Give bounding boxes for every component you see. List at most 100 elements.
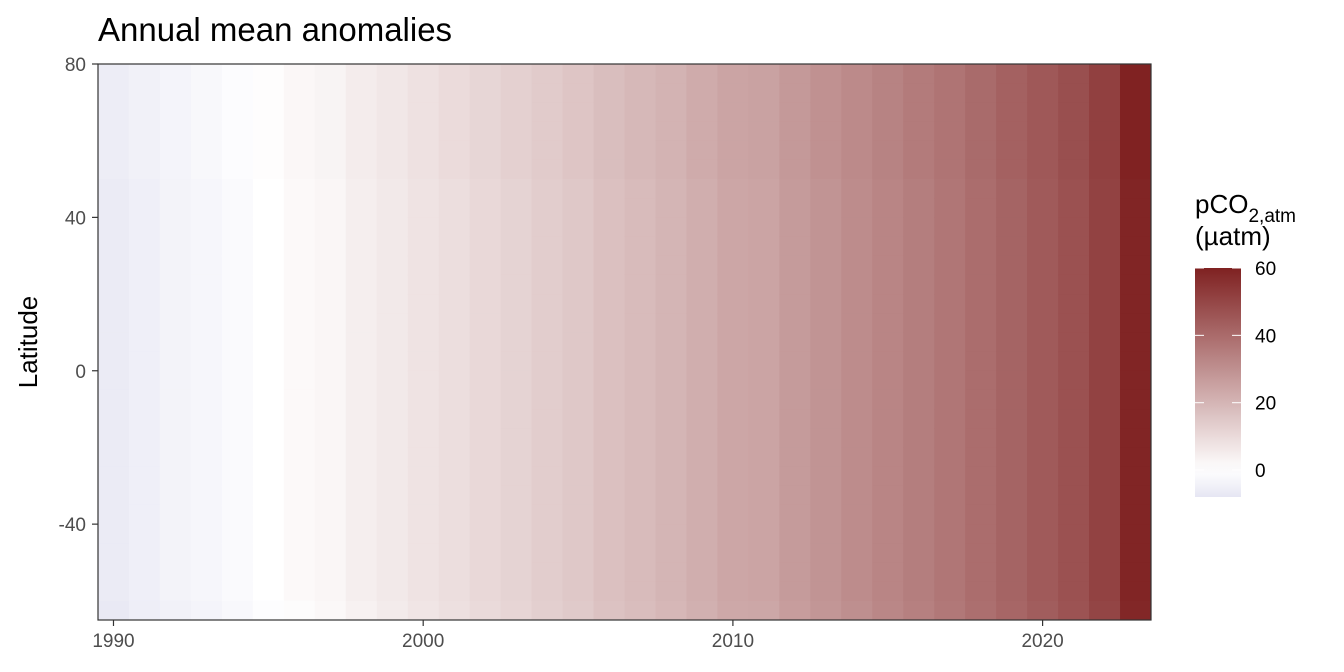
heatmap-tile: [283, 64, 316, 84]
heatmap-tile: [283, 255, 316, 276]
heatmap-tile: [934, 485, 966, 506]
heatmap-tile: [965, 409, 997, 429]
heatmap-tile: [1089, 504, 1121, 525]
heatmap-tile: [438, 64, 471, 84]
heatmap-tile: [996, 543, 1028, 563]
heatmap-tile: [934, 389, 966, 410]
heatmap-tile: [500, 159, 533, 180]
heatmap-tile: [1120, 102, 1152, 123]
heatmap-tile: [283, 83, 316, 103]
heatmap-tile: [624, 504, 656, 525]
heatmap-tile: [686, 236, 718, 257]
heatmap-tile: [252, 466, 285, 487]
heatmap-tile: [562, 370, 595, 391]
heatmap-tile: [438, 581, 471, 602]
heatmap-tile: [190, 332, 223, 353]
heatmap-tile: [903, 504, 935, 525]
heatmap-tile: [810, 83, 842, 103]
heatmap-tile: [624, 198, 656, 218]
heatmap-tile: [655, 179, 687, 199]
heatmap-tile: [1089, 370, 1121, 391]
heatmap-tile: [1089, 447, 1121, 468]
heatmap-tile: [376, 466, 409, 487]
heatmap-tile: [221, 389, 254, 410]
heatmap-tile: [841, 294, 873, 314]
heatmap-tile: [934, 83, 966, 103]
heatmap-tile: [841, 581, 873, 602]
heatmap-tile: [562, 217, 595, 238]
heatmap-tile: [128, 236, 161, 257]
heatmap-tile: [469, 198, 502, 218]
heatmap-tile: [1089, 236, 1121, 257]
heatmap-tile: [903, 274, 935, 295]
heatmap-tile: [965, 504, 997, 525]
heatmap-tile: [624, 600, 656, 621]
heatmap-tile: [252, 198, 285, 218]
chart-title: Annual mean anomalies: [98, 11, 452, 48]
heatmap-tile: [407, 64, 440, 84]
heatmap-tile: [934, 370, 966, 391]
heatmap-tile: [376, 121, 409, 142]
heatmap-tile: [438, 485, 471, 506]
heatmap-tile: [872, 504, 904, 525]
heatmap-tile: [562, 64, 595, 84]
heatmap-tile: [159, 274, 192, 295]
heatmap-tile: [159, 389, 192, 410]
heatmap-tile: [1089, 313, 1121, 333]
heatmap-tile: [903, 543, 935, 563]
heatmap-tile: [996, 581, 1028, 602]
heatmap-tile: [252, 524, 285, 544]
heatmap-tile: [407, 370, 440, 391]
heatmap-tile: [221, 217, 254, 238]
heatmap-tile: [903, 562, 935, 583]
heatmap-tile: [438, 600, 471, 621]
heatmap-tile: [283, 236, 316, 257]
heatmap-tile: [1089, 83, 1121, 103]
heatmap-tile: [841, 64, 873, 84]
heatmap-tile: [1089, 351, 1121, 372]
heatmap-tile: [779, 504, 811, 525]
heatmap-tile: [686, 389, 718, 410]
heatmap-tile: [872, 255, 904, 276]
heatmap-tile: [345, 409, 378, 429]
heatmap-tile: [1058, 485, 1090, 506]
heatmap-tile: [159, 447, 192, 468]
heatmap-tile: [314, 236, 347, 257]
heatmap-tile: [531, 504, 564, 525]
heatmap-tile: [314, 217, 347, 238]
heatmap-tile: [190, 600, 223, 621]
heatmap-tile: [407, 102, 440, 123]
heatmap-tile: [903, 217, 935, 238]
heatmap-tile: [810, 466, 842, 487]
heatmap-tile: [593, 447, 625, 468]
heatmap-tile: [934, 179, 966, 199]
heatmap-tile: [562, 102, 595, 123]
heatmap-tile: [810, 504, 842, 525]
heatmap-tile: [221, 313, 254, 333]
heatmap-tile: [779, 159, 811, 180]
colorbar-legend: pCO2,atm (µatm) 60 40 20 0: [1195, 189, 1296, 497]
heatmap-tile: [624, 466, 656, 487]
heatmap-tile: [500, 581, 533, 602]
heatmap-tile: [655, 389, 687, 410]
heatmap-tile: [469, 428, 502, 448]
heatmap-tile: [903, 581, 935, 602]
heatmap-tile: [469, 313, 502, 333]
heatmap-tile: [531, 409, 564, 429]
heatmap-tile: [1058, 351, 1090, 372]
heatmap-tile: [655, 121, 687, 142]
heatmap-tile: [159, 217, 192, 238]
heatmap-tile: [1120, 179, 1152, 199]
heatmap-tile: [748, 562, 780, 583]
heatmap-tile: [810, 140, 842, 161]
heatmap-tile: [841, 447, 873, 468]
heatmap-tile: [934, 294, 966, 314]
heatmap-tile: [872, 198, 904, 218]
heatmap-tile: [98, 313, 130, 333]
heatmap-tile: [593, 543, 625, 563]
heatmap-tile: [469, 140, 502, 161]
heatmap-tile: [965, 600, 997, 621]
heatmap-tile: [438, 313, 471, 333]
heatmap-tile: [965, 466, 997, 487]
heatmap-tile: [1089, 543, 1121, 563]
